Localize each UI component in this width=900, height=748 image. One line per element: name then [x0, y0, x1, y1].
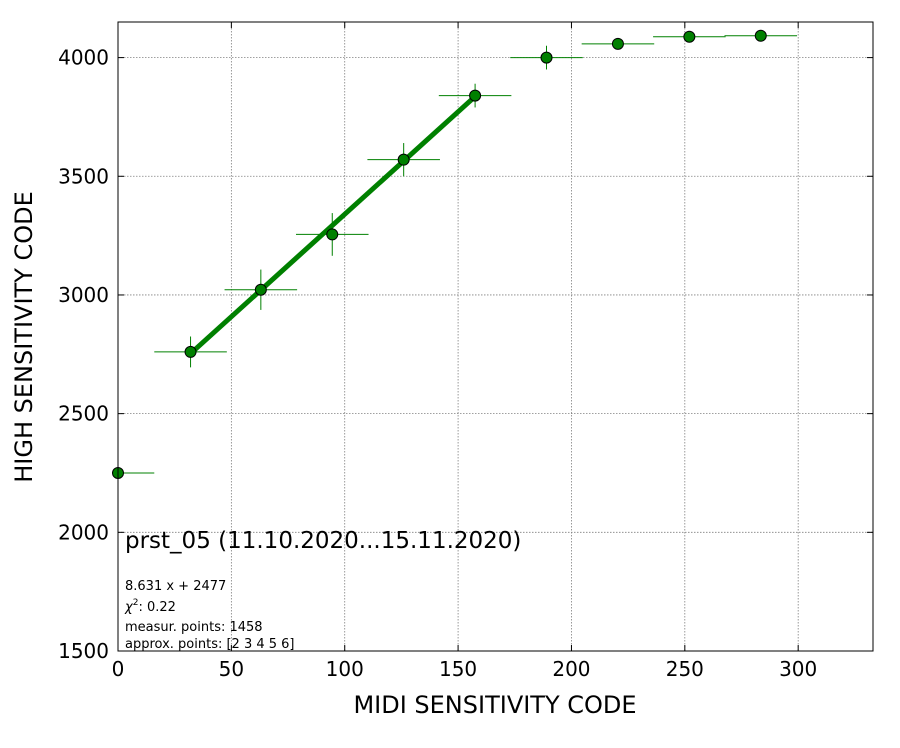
x-tick-label: 300 — [779, 657, 817, 681]
chi2-value: : 0.22 — [138, 600, 175, 615]
fit-line — [188, 94, 477, 356]
y-axis-label: HIGH SENSITIVITY CODE — [10, 191, 38, 483]
x-tick-label: 100 — [326, 657, 364, 681]
chart-title: prst_05 (11.10.2020...15.11.2020) — [125, 528, 521, 554]
points-group — [112, 29, 798, 479]
fit-line-group — [188, 94, 477, 356]
data-point — [611, 37, 624, 50]
x-tick-label: 50 — [219, 657, 244, 681]
chi2-label: χ2: 0.22 — [124, 598, 176, 615]
x-axis-label: MIDI SENSITIVITY CODE — [353, 691, 636, 719]
data-point — [184, 345, 197, 358]
y-tick-label: 2500 — [58, 402, 109, 426]
x-tick-label: 200 — [552, 657, 590, 681]
data-point — [683, 30, 696, 43]
y-tick-label: 4000 — [58, 46, 109, 70]
data-point — [754, 29, 767, 42]
chi2-superscript: 2 — [133, 598, 139, 608]
x-tick-label: 250 — [666, 657, 704, 681]
x-tick-label: 150 — [439, 657, 477, 681]
data-point — [397, 153, 410, 166]
plot-frame — [117, 21, 874, 652]
data-point — [254, 283, 267, 296]
data-point — [326, 228, 339, 241]
approx-points: approx. points: [2 3 4 5 6] — [125, 637, 295, 652]
measur-points: measur. points: 1458 — [125, 620, 263, 635]
y-tick-label: 3500 — [58, 164, 109, 188]
fit-equation: 8.631 x + 2477 — [125, 579, 226, 594]
x-tick-label: 0 — [112, 657, 125, 681]
data-point — [540, 51, 553, 64]
y-tick-label: 1500 — [58, 639, 109, 663]
data-point — [469, 89, 482, 102]
ticks: 0 50 100 150 200 250 300 1500 2000 2500 3000 3500 40… — [58, 22, 873, 681]
y-tick-label: 3000 — [58, 283, 109, 307]
chi2-symbol: χ — [124, 600, 134, 615]
y-tick-label: 2000 — [58, 520, 109, 544]
